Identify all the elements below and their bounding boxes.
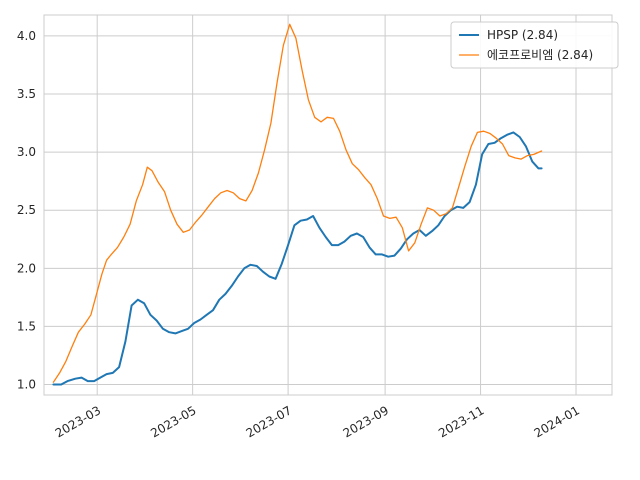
y-tick-label: 4.0 [17,29,36,43]
y-tick-label: 2.0 [17,261,36,275]
series-line-hpsp [52,131,543,386]
series-line-ecoprobm [52,23,543,383]
y-tick-label: 3.5 [17,87,36,101]
series-lines [52,23,543,386]
legend-label-ecoprobm: 에코프로비엠 (2.84) [487,48,593,62]
y-tick-label: 1.0 [17,378,36,392]
y-tick-label: 1.5 [17,319,36,333]
y-axis: 1.0 1.5 2.0 2.5 3.0 3.5 4.0 [17,29,36,392]
legend: HPSP (2.84) 에코프로비엠 (2.84) [450,21,619,69]
legend-label-hpsp: HPSP (2.84) [487,28,558,42]
legend-box [450,21,619,69]
y-tick-label: 2.5 [17,203,36,217]
x-gridlines [96,15,577,395]
y-tick-label: 3.0 [17,145,36,159]
plot-area-frame [43,14,613,396]
